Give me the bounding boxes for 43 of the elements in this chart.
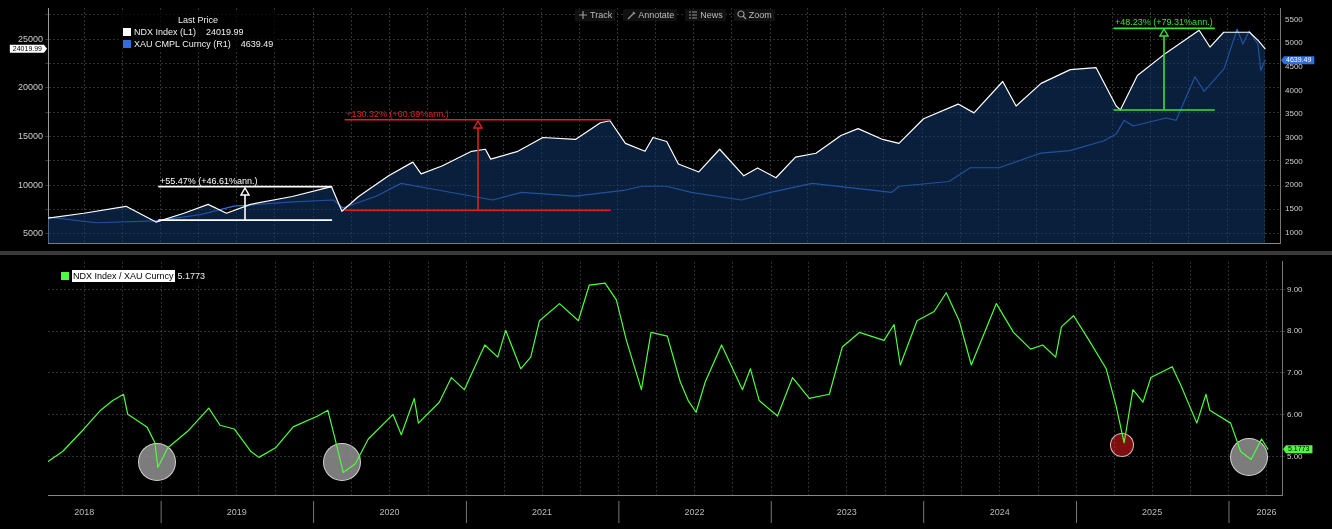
y2-tick-label: 4500: [1285, 61, 1304, 71]
annotation: 24019.99: [206, 26, 244, 38]
y2-tick-label: 5.00: [1287, 451, 1304, 461]
x-tick-label: 2023: [836, 506, 857, 517]
y2-tick-label: 3000: [1285, 133, 1304, 143]
x-tick-label: 2019: [226, 506, 247, 517]
annotation: +55.47% (+46.61%ann.): [159, 175, 258, 186]
y2-tick-label: 5000: [1285, 38, 1304, 48]
annotation: Annotate: [638, 10, 675, 20]
annotation: +48.23% (+79.31%ann.): [1115, 17, 1213, 28]
annotation: +130.32% (+60.69%ann.): [346, 108, 449, 119]
legend-label: NDX Index (L1): [134, 26, 197, 38]
y2-tick-label: 1500: [1285, 204, 1304, 214]
x-tick-label: 2022: [684, 506, 705, 517]
y2-tick-label: 6.00: [1287, 409, 1304, 419]
x-tick-label: 2020: [379, 506, 400, 517]
x-tick-label: 2018: [74, 506, 95, 517]
y-tick-label: 15000: [17, 130, 43, 141]
annotation: Track: [590, 10, 613, 20]
y2-tick-label: 2000: [1285, 180, 1304, 190]
x-tick-label: 2025: [1142, 506, 1163, 517]
y2-tick-label: 3500: [1285, 109, 1304, 119]
y-tick-label: 10000: [17, 179, 43, 190]
y2-tick-label: 7.00: [1287, 368, 1304, 378]
y2-tick-label: 9.00: [1287, 284, 1304, 294]
annotation: Zoom: [748, 10, 772, 20]
annotation: 4639.49: [240, 38, 274, 50]
y2-tick-label: 8.00: [1287, 326, 1304, 336]
y2-tick-label: 5500: [1285, 14, 1304, 24]
legend-title: Last Price: [177, 14, 220, 26]
x-tick-label: 2021: [532, 506, 553, 517]
annotation: 5.1773: [177, 269, 206, 282]
y2-tick-label: 2500: [1285, 156, 1304, 166]
x-tick-label: 2024: [989, 506, 1010, 517]
x-tick-label: 2026: [1256, 506, 1277, 517]
y-tick-label: 5000: [22, 228, 43, 239]
legend-label: NDX Index / XAU Curncy: [72, 269, 175, 282]
annotation: News: [700, 10, 723, 20]
y-tick-label: 25000: [17, 33, 43, 44]
y2-tick-label: 1000: [1285, 227, 1304, 237]
y2-tick-label: 4000: [1285, 85, 1304, 95]
y-tick-label: 20000: [17, 82, 43, 93]
legend-label: XAU CMPL Curncy (R1): [134, 38, 231, 50]
